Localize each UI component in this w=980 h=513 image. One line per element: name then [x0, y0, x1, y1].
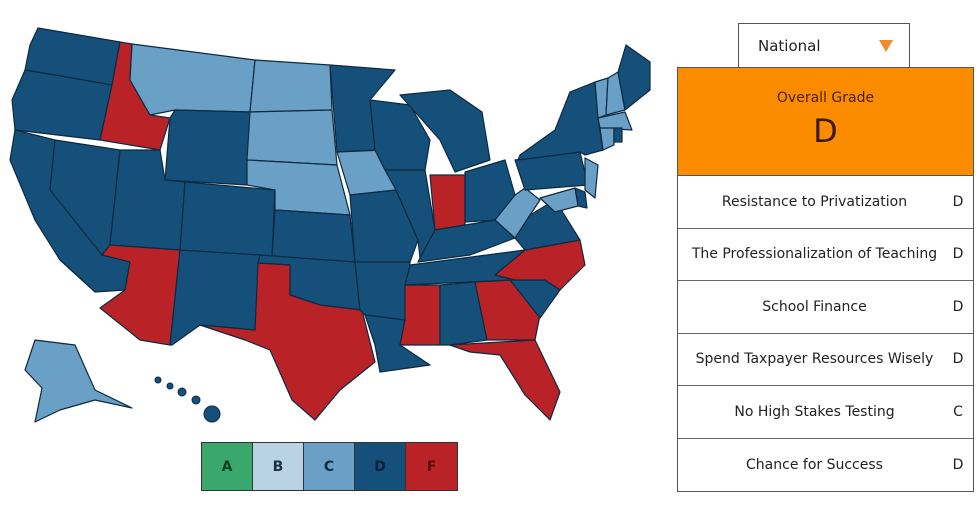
- legend-a: A: [202, 443, 253, 490]
- category-name: Spend Taxpayer Resources Wisely: [695, 351, 934, 368]
- legend-c: C: [304, 443, 355, 490]
- state-ny[interactable]: [517, 81, 604, 161]
- category-name: No High Stakes Testing: [734, 403, 895, 420]
- category-grade: D: [952, 298, 964, 315]
- state-wy[interactable]: [164, 109, 251, 186]
- triangle-down-icon[interactable]: [879, 40, 893, 52]
- legend-b: B: [253, 443, 304, 490]
- state-ri[interactable]: [613, 127, 623, 143]
- state-nd[interactable]: [249, 59, 333, 113]
- state-co[interactable]: [179, 181, 276, 258]
- category-row[interactable]: The Professionalization of Teaching D: [678, 229, 973, 281]
- region-select-value: National: [758, 37, 821, 55]
- legend-f: F: [406, 443, 457, 490]
- category-name: The Professionalization of Teaching: [691, 246, 938, 263]
- state-hi[interactable]: [166, 382, 174, 390]
- state-hi[interactable]: [177, 387, 187, 397]
- category-row[interactable]: School Finance D: [678, 281, 973, 334]
- overall-grade-box: Overall Grade D: [678, 68, 973, 176]
- category-grade: D: [952, 193, 964, 210]
- category-name: Resistance to Privatization: [721, 193, 908, 210]
- state-sd[interactable]: [246, 109, 338, 166]
- state-hi[interactable]: [191, 395, 201, 405]
- us-grade-map: [9, 27, 651, 423]
- grade-panel: Overall Grade D Resistance to Privatizat…: [677, 67, 974, 492]
- category-grade: D: [952, 351, 964, 368]
- category-name: Chance for Success: [746, 456, 883, 473]
- category-row[interactable]: Spend Taxpayer Resources Wisely D: [678, 334, 973, 386]
- category-row[interactable]: Resistance to Privatization D: [678, 176, 973, 229]
- category-name: School Finance: [762, 298, 867, 315]
- state-ms[interactable]: [399, 284, 441, 346]
- region-select[interactable]: National: [738, 23, 910, 67]
- state-nj[interactable]: [584, 157, 599, 199]
- overall-grade-value: D: [813, 112, 838, 150]
- state-me[interactable]: [617, 44, 651, 111]
- overall-grade-label: Overall Grade: [776, 90, 875, 106]
- category-grade: C: [953, 403, 963, 420]
- state-wv[interactable]: [494, 187, 541, 239]
- state-fl[interactable]: [449, 339, 561, 421]
- category-grade: D: [952, 456, 964, 473]
- category-row[interactable]: Chance for Success D: [678, 439, 973, 492]
- state-tx[interactable]: [199, 262, 376, 421]
- state-mo[interactable]: [349, 189, 419, 263]
- state-md[interactable]: [539, 187, 579, 213]
- category-row[interactable]: No High Stakes Testing C: [678, 386, 973, 439]
- state-al[interactable]: [439, 281, 488, 346]
- state-ks[interactable]: [271, 209, 356, 263]
- state-in[interactable]: [429, 174, 466, 231]
- state-ak[interactable]: [24, 339, 133, 423]
- state-ar[interactable]: [354, 261, 411, 321]
- state-mi[interactable]: [399, 89, 491, 173]
- state-mt[interactable]: [129, 43, 256, 116]
- state-ct[interactable]: [599, 127, 615, 151]
- category-grade: D: [952, 246, 964, 263]
- legend-d: D: [355, 443, 406, 490]
- state-ma[interactable]: [597, 111, 633, 131]
- state-hi[interactable]: [203, 405, 221, 423]
- grade-legend: A B C D F: [201, 442, 458, 491]
- state-hi[interactable]: [154, 376, 162, 384]
